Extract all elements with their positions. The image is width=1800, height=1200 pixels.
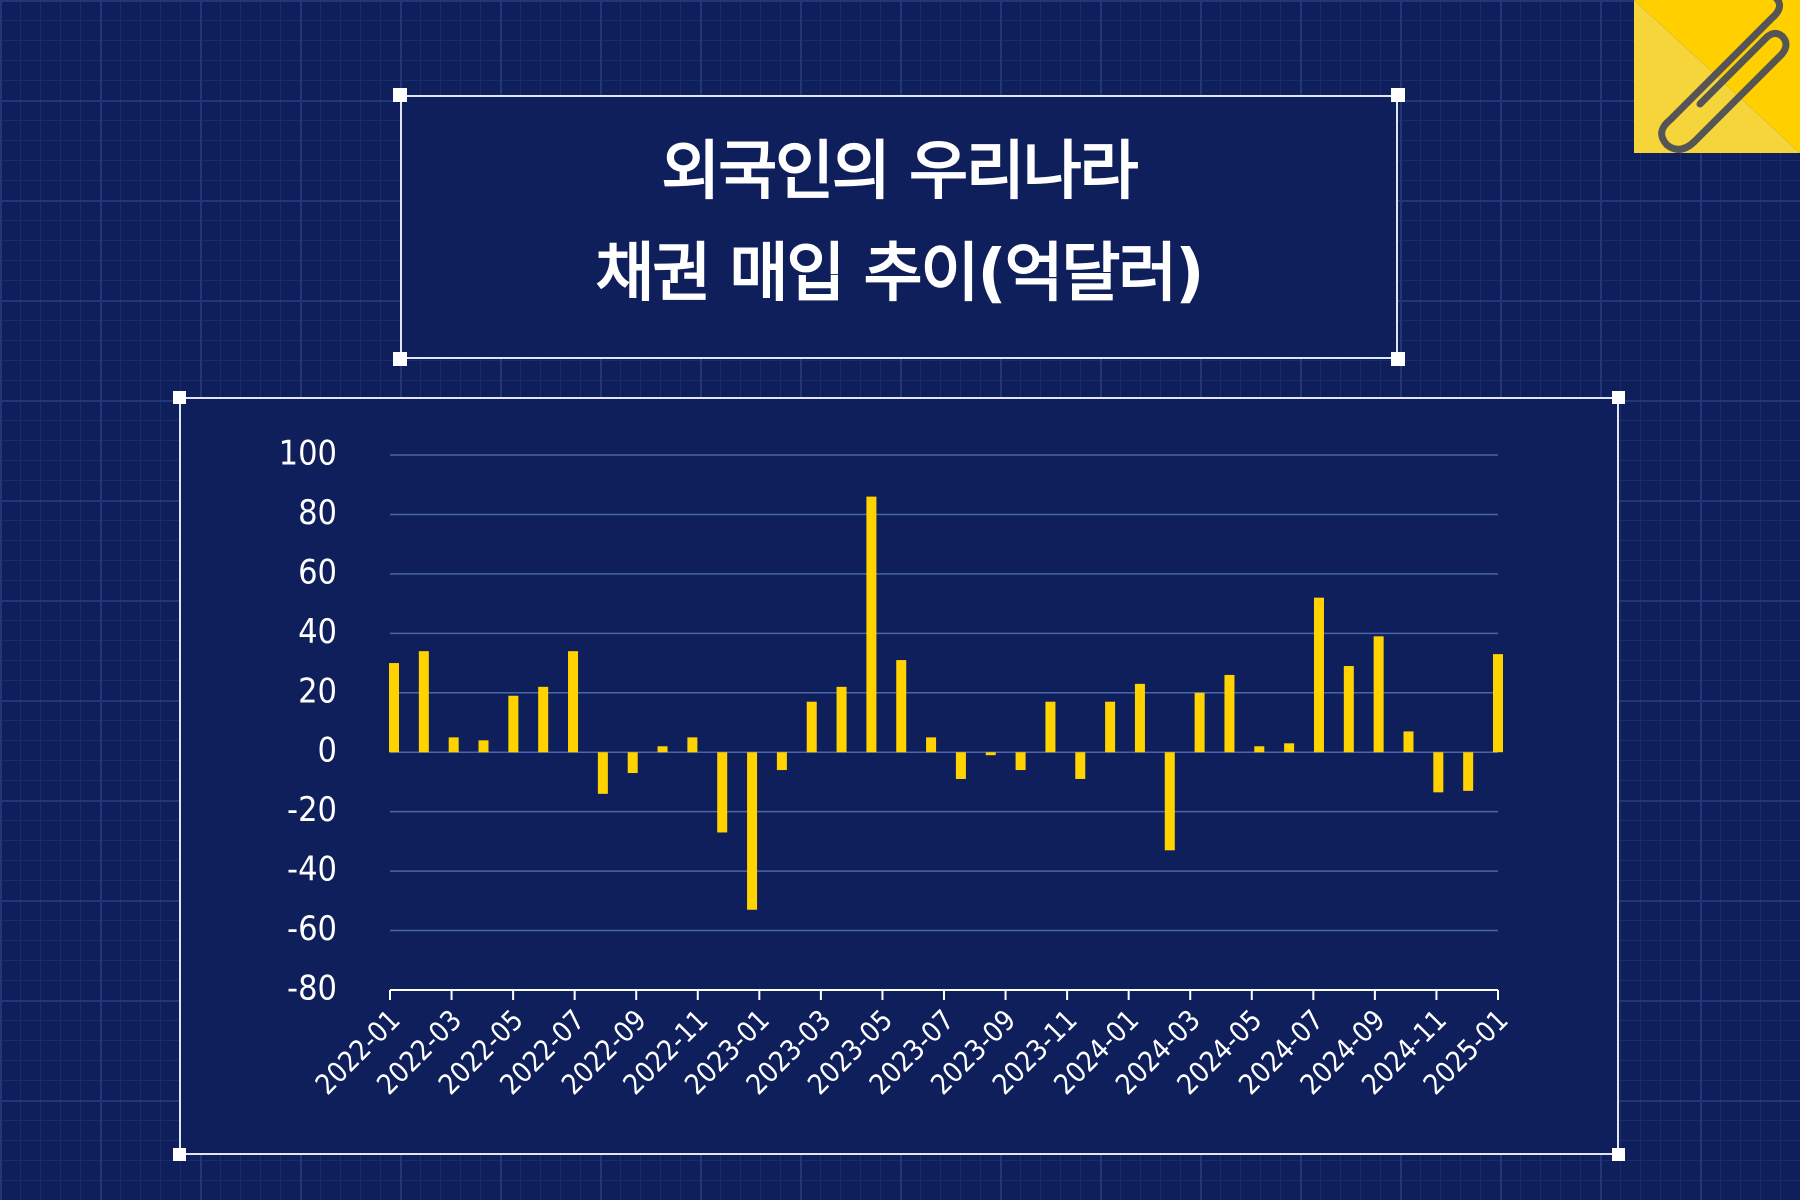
bar <box>1045 701 1056 753</box>
bar <box>657 746 668 753</box>
bar <box>866 496 877 753</box>
bar <box>1433 752 1444 793</box>
bar <box>1313 597 1324 753</box>
bar <box>1164 752 1175 851</box>
bar <box>1194 692 1205 753</box>
y-tick-label: 60 <box>298 552 337 592</box>
bar <box>1403 731 1414 753</box>
bar <box>1343 666 1354 753</box>
bar <box>985 752 996 756</box>
bar <box>836 686 847 753</box>
bar <box>717 752 728 833</box>
y-tick-label: -60 <box>287 909 337 949</box>
y-tick-label: 40 <box>298 612 337 652</box>
y-tick-label: 20 <box>298 671 337 711</box>
bar <box>1075 752 1086 779</box>
bar <box>687 737 698 753</box>
bar <box>1284 743 1295 753</box>
bar <box>508 695 519 753</box>
bar <box>568 651 579 753</box>
bar <box>389 663 399 753</box>
y-tick-label: 0 <box>318 731 337 771</box>
bar <box>1105 701 1116 753</box>
bar <box>896 660 907 753</box>
decor <box>173 0 1800 1161</box>
bar <box>538 686 549 753</box>
y-tick-label: -20 <box>287 790 337 830</box>
bar <box>776 752 787 771</box>
chart-title: 외국인의 우리나라 채권 매입 추이(억달러) <box>400 95 1398 359</box>
bar <box>1015 752 1026 771</box>
bar <box>627 752 638 774</box>
y-tick-label: 100 <box>279 434 337 474</box>
bar <box>955 752 966 779</box>
bar <box>1463 752 1474 791</box>
bar <box>1493 654 1503 753</box>
bar <box>926 737 937 753</box>
bar <box>806 701 817 753</box>
y-tick-label: 80 <box>298 493 337 533</box>
bar <box>1373 636 1384 753</box>
bar <box>1134 683 1145 753</box>
bar <box>747 752 758 910</box>
bar <box>1254 746 1265 753</box>
bar <box>1224 674 1235 753</box>
bar <box>478 740 489 753</box>
bar <box>448 737 459 753</box>
bar <box>597 752 608 794</box>
bar <box>418 651 429 753</box>
y-tick-label: -80 <box>287 969 337 1009</box>
y-tick-label: -40 <box>287 850 337 890</box>
